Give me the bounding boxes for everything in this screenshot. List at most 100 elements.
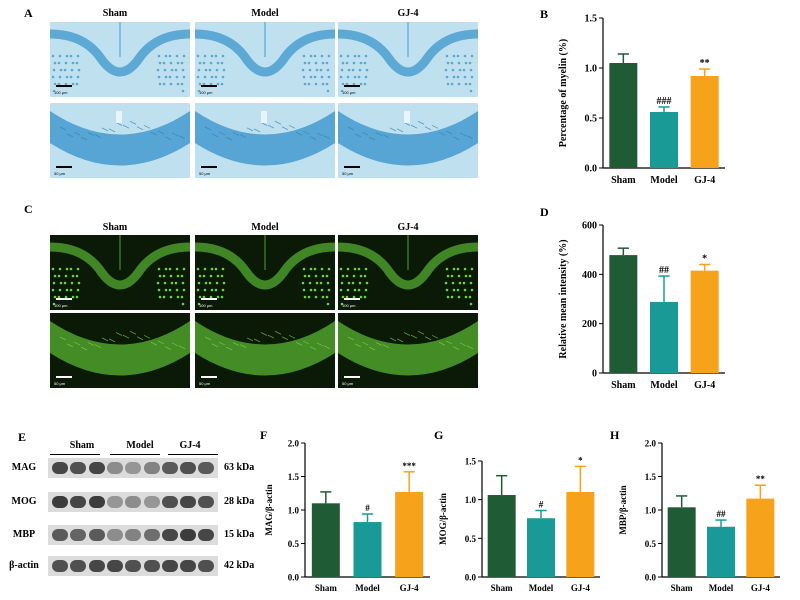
blot-band	[161, 462, 178, 474]
blot-band	[125, 496, 142, 508]
blot-band	[52, 560, 68, 572]
blot-protein-label: β-actin	[9, 560, 39, 571]
category-label: GJ-4	[694, 380, 715, 391]
y-tick-label: 0.0	[465, 573, 477, 583]
category-label: Sham	[671, 583, 694, 593]
scale-bar-label: 50 μm	[342, 171, 354, 176]
lfb-image-model-detail: 50 μm	[195, 103, 335, 178]
panel-letter: F	[260, 428, 267, 442]
bar-gj-4	[690, 270, 719, 373]
significance-label: **	[756, 474, 766, 484]
blot-group-line-model	[110, 454, 160, 455]
panel-c-col-gj4: GJ-4	[397, 222, 419, 233]
significance-label: ##	[717, 509, 727, 519]
scale-bar-label: 50 μm	[342, 381, 354, 386]
blot-kda-label: 63 kDa	[224, 462, 255, 473]
blot-band	[198, 529, 215, 541]
y-tick-label: 0.0	[645, 573, 657, 583]
blot-band	[198, 462, 215, 474]
y-tick-label: 0	[592, 369, 597, 380]
panel-letter: G	[434, 428, 443, 442]
blot-band	[106, 496, 123, 508]
y-tick-label: 0.0	[585, 164, 598, 175]
lfb-image-gj4-detail: 50 μm	[338, 103, 478, 178]
blot-band	[106, 560, 123, 572]
bar-gj-4	[690, 76, 719, 168]
panel-e-letter: E	[18, 430, 27, 444]
blot-band	[52, 529, 68, 541]
blot-band	[88, 496, 105, 508]
chart-h-mbp: 0.0 0.5 1.0 1.5 2.0 MBP/β-actin Sham ## Model ** G…	[610, 428, 780, 593]
blot-band	[70, 560, 87, 572]
bar-gj-4	[395, 491, 424, 577]
panel-letter: B	[540, 7, 548, 21]
chart-b-myelin: 0.0 0.5 1.0 1.5 Percentage of myelin (%) Sham…	[540, 7, 725, 186]
bar-sham	[609, 255, 638, 373]
fluor-image-gj4-overview: 100 μm	[338, 235, 478, 310]
category-label: Sham	[315, 583, 338, 593]
scale-bar-label: 50 μm	[54, 381, 66, 386]
lfb-image-sham-detail: 50 μm	[50, 103, 190, 178]
scale-bar	[344, 85, 360, 87]
blot-band	[198, 560, 215, 572]
bar-model	[707, 526, 735, 577]
blot-band	[88, 529, 105, 541]
y-tick-label: 1.5	[585, 14, 598, 25]
scale-bar	[201, 376, 217, 378]
panel-letter: D	[540, 205, 549, 219]
scale-bar	[344, 298, 360, 300]
blot-band-row	[48, 492, 218, 512]
fluor-image-gj4-detail: 50 μm	[338, 313, 478, 388]
blot-band	[161, 529, 178, 541]
bar-model	[650, 301, 678, 373]
y-tick-label: 0.5	[288, 539, 300, 549]
blot-band	[125, 560, 142, 572]
blot-protein-label: MBP	[12, 529, 36, 540]
y-axis-label: MOG/β-actin	[438, 493, 448, 545]
significance-label: ###	[657, 96, 672, 107]
category-label: Model	[709, 583, 734, 593]
y-tick-label: 1.0	[288, 506, 300, 516]
panel-a-col-sham: Sham	[102, 8, 128, 19]
y-tick-label: 1.0	[465, 495, 477, 505]
scale-bar-label: 100 μm	[342, 90, 356, 95]
panel-letter: H	[610, 428, 620, 442]
scale-bar	[56, 298, 72, 300]
blot-band	[180, 560, 197, 572]
y-tick-label: 0.5	[465, 534, 477, 544]
fluor-image-model-detail: 50 μm	[195, 313, 335, 388]
y-tick-label: 1.0	[585, 64, 598, 75]
significance-label: #	[539, 499, 544, 509]
lfb-image-sham-overview: 100 μm	[50, 22, 190, 97]
fluor-image-sham-detail: 50 μm	[50, 313, 190, 388]
bar-gj-4	[566, 491, 595, 577]
blot-band	[180, 462, 197, 474]
significance-label: *	[702, 253, 707, 264]
fluor-image-model-overview: 100 μm	[195, 235, 335, 310]
category-label: GJ-4	[694, 175, 715, 186]
scale-bar-label: 100 μm	[199, 303, 213, 308]
y-tick-label: 200	[582, 319, 597, 330]
significance-label: #	[365, 503, 370, 513]
category-label: Sham	[611, 175, 636, 186]
bar-model	[650, 112, 678, 168]
panel-a-col-gj4: GJ-4	[397, 8, 419, 19]
blot-band	[70, 496, 87, 508]
significance-label: **	[700, 58, 710, 69]
lfb-image-gj4-overview: 100 μm	[338, 22, 478, 97]
scale-bar-label: 100 μm	[54, 90, 68, 95]
blot-band	[198, 496, 215, 508]
category-label: Sham	[611, 380, 636, 391]
blot-kda-label: 28 kDa	[224, 496, 255, 507]
y-axis-label: MBP/β-actin	[618, 485, 628, 534]
scale-bar	[344, 376, 360, 378]
blot-band	[88, 560, 105, 572]
y-axis-label: MAG/β-actin	[264, 484, 274, 535]
y-tick-label: 1.5	[645, 472, 657, 482]
blot-band	[70, 529, 87, 541]
blot-group-sham: Sham	[69, 440, 95, 451]
blot-band-row	[48, 556, 218, 576]
lfb-image-model-overview: 100 μm	[195, 22, 335, 97]
panel-a-letter: A	[24, 6, 33, 20]
y-tick-label: 0.5	[645, 539, 657, 549]
